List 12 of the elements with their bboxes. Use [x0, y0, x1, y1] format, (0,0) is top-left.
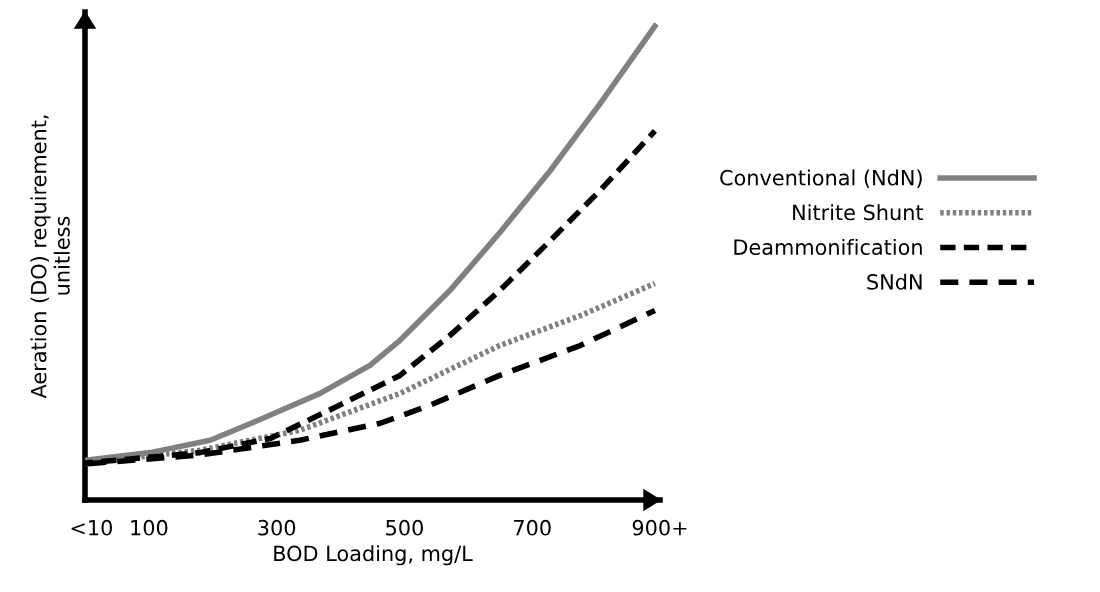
- x-tick-label: 100: [131, 519, 168, 536]
- y-axis-title: Aeration (DO) requirement, unitless: [30, 115, 70, 399]
- x-tick-label: 500: [386, 519, 423, 536]
- legend-label: SNdN: [867, 273, 922, 290]
- x-axis-title: BOD Loading, mg/L: [274, 545, 473, 566]
- x-tick-label: 900+: [632, 519, 687, 536]
- x-tick-label: <10: [71, 519, 112, 536]
- legend-label: Nitrite Shunt: [793, 204, 924, 221]
- x-tick-label: 700: [514, 519, 551, 536]
- x-tick-label: 300: [258, 519, 296, 536]
- legend-label: Conventional (NdN): [720, 169, 922, 188]
- legend-label: Deammonification: [734, 238, 922, 256]
